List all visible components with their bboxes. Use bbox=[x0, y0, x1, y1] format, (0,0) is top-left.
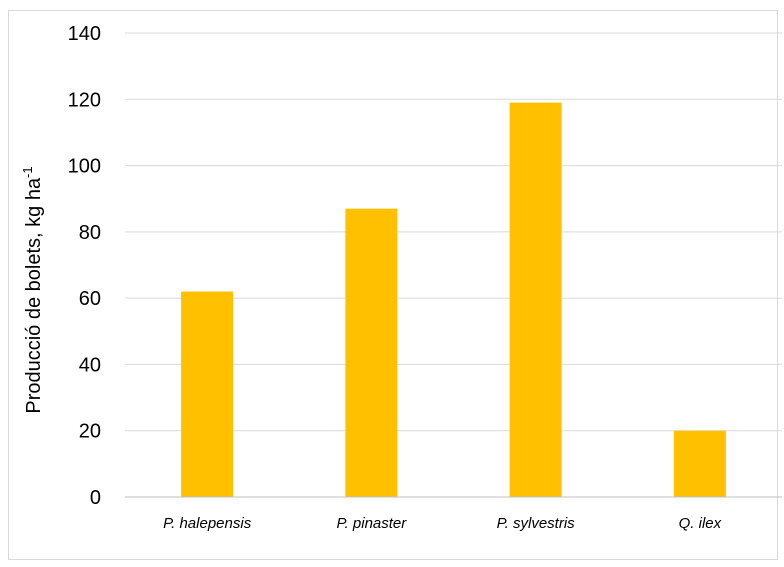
y-tick-label: 0 bbox=[90, 487, 101, 509]
x-tick-labels: P. halepensis P. pinaster P. sylvestris Q. … bbox=[163, 515, 722, 532]
y-tick-label: 20 bbox=[79, 421, 101, 443]
y-axis-title-text: Producció de bolets, kg ha bbox=[23, 177, 45, 414]
x-tick-label: P. sylvestris bbox=[497, 515, 576, 532]
x-tick-label: P. pinaster bbox=[336, 515, 407, 532]
bar-q-ilex bbox=[673, 430, 726, 497]
y-axis-title: Producció de bolets, kg ha-1 bbox=[20, 166, 45, 413]
y-tick-label: 140 bbox=[68, 23, 101, 45]
bars bbox=[181, 102, 726, 497]
gridlines bbox=[125, 32, 782, 432]
bar-p-sylvestris bbox=[509, 102, 562, 497]
y-axis-title-superscript: -1 bbox=[20, 166, 35, 178]
y-tick-label: 100 bbox=[68, 156, 101, 178]
bar-p-halepensis bbox=[181, 291, 234, 497]
y-tick-label: 60 bbox=[79, 288, 101, 310]
y-tick-label: 40 bbox=[79, 354, 101, 376]
y-tick-label: 80 bbox=[79, 222, 101, 244]
x-tick-label: Q. ilex bbox=[679, 515, 722, 532]
y-tick-label: 120 bbox=[68, 89, 101, 111]
x-tick-label: P. halepensis bbox=[163, 515, 252, 532]
y-tick-labels: 0 20 40 60 80 100 120 140 bbox=[68, 23, 101, 509]
bar-p-pinaster bbox=[345, 208, 398, 497]
